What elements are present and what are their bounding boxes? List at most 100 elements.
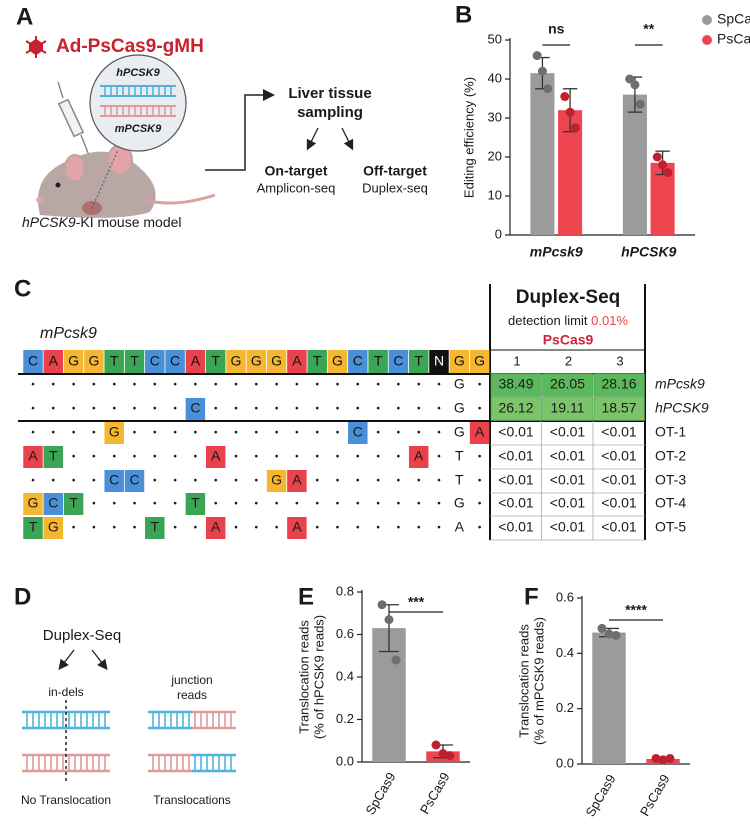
match-dot: • [173, 428, 177, 439]
y-axis-label: Editing efficiency (%) [461, 77, 476, 198]
match-dot: • [437, 452, 441, 463]
row-label: OT-5 [655, 519, 686, 535]
match-dot: • [336, 499, 340, 510]
model-caption: hPCSK9-KI mouse model [22, 214, 182, 230]
table-value: <0.01 [550, 519, 586, 535]
table-value: <0.01 [550, 472, 586, 488]
match-dot: • [153, 428, 157, 439]
match-dot: • [376, 523, 380, 534]
match-dot: • [173, 476, 177, 487]
table-value: 26.05 [550, 376, 585, 392]
reference-base: T [211, 353, 220, 369]
row-base: T [29, 519, 38, 535]
match-dot: • [275, 523, 279, 534]
data-point [377, 600, 387, 610]
legend-swatch [702, 35, 712, 45]
match-dot: • [112, 499, 116, 510]
panel-letter: B [455, 1, 472, 28]
match-dot: • [52, 404, 56, 415]
legend-label: SpCas9 [717, 11, 750, 27]
mouse-illustration [36, 144, 216, 218]
base-tile [23, 350, 43, 373]
x-tick-label: mPcsk9 [530, 244, 583, 260]
match-dot: • [315, 404, 319, 415]
y-tick-label: 0.6 [336, 626, 354, 641]
mismatch-tile [43, 517, 64, 539]
match-dot: • [112, 404, 116, 415]
match-dot: • [255, 404, 259, 415]
table-value: <0.01 [601, 448, 637, 464]
base-tile [205, 350, 226, 373]
match-dot: • [92, 452, 96, 463]
match-dot: • [315, 380, 319, 391]
panel-c: mPcsk9 Duplex-Seq detection limit 0.01% … [40, 284, 646, 540]
x-tick-label: SpCas9 [582, 772, 618, 820]
value-cell [490, 373, 542, 397]
match-dot: • [255, 452, 259, 463]
mismatch-tile [104, 422, 124, 444]
match-dot: • [214, 476, 218, 487]
reference-base: A [292, 353, 302, 369]
reference-base: C [353, 353, 363, 369]
panel-letter: E [298, 583, 314, 610]
mismatch-tile [205, 446, 226, 468]
row-base: C [190, 400, 200, 416]
dna-right [148, 710, 236, 773]
match-dot: • [52, 476, 56, 487]
reference-base: T [414, 353, 423, 369]
match-dot: • [31, 380, 35, 391]
match-dot: • [72, 452, 76, 463]
row-base: G [454, 495, 465, 511]
match-dot: • [112, 380, 116, 391]
row-label: OT-2 [655, 448, 686, 464]
reference-base: G [454, 353, 465, 369]
match-dot: • [397, 499, 401, 510]
significance-label: *** [408, 594, 425, 610]
base-tile [145, 350, 165, 373]
match-dot: • [478, 452, 482, 463]
match-dot: • [234, 380, 238, 391]
row-base: G [454, 400, 465, 416]
match-dot: • [315, 452, 319, 463]
y-tick-label: 40 [488, 70, 502, 85]
reference-base: G [271, 353, 282, 369]
arrow [341, 127, 354, 151]
reference-base: G [474, 353, 485, 369]
arrow [58, 649, 75, 671]
data-point [565, 107, 575, 117]
data-point [665, 753, 675, 763]
right-label: junction [170, 673, 212, 687]
match-dot: • [295, 428, 299, 439]
model-text: -KI mouse model [76, 214, 182, 230]
match-dot: • [234, 476, 238, 487]
row-base: C [353, 424, 363, 440]
row-base: A [28, 448, 38, 464]
row-base: C [109, 472, 119, 488]
match-dot: • [478, 476, 482, 487]
mismatch-tile [185, 398, 206, 420]
data-point [445, 751, 455, 761]
match-dot: • [275, 499, 279, 510]
match-dot: • [478, 499, 482, 510]
bar [530, 73, 555, 236]
match-dot: • [376, 380, 380, 391]
match-dot: • [478, 380, 482, 391]
base-tile [327, 350, 348, 373]
match-dot: • [153, 476, 157, 487]
match-dot: • [397, 404, 401, 415]
bar [622, 94, 647, 235]
match-dot: • [194, 380, 198, 391]
x-tick-label: PsCas9 [417, 770, 453, 817]
y-tick-label: 0 [495, 226, 502, 241]
match-dot: • [417, 380, 421, 391]
column-header: 2 [565, 353, 572, 368]
match-dot: • [376, 476, 380, 487]
table-value: <0.01 [498, 495, 534, 511]
match-dot: • [376, 404, 380, 415]
match-dot: • [173, 380, 177, 391]
data-point [652, 152, 662, 162]
y-tick-label: 0.8 [336, 583, 354, 598]
reference-base: G [68, 353, 79, 369]
base-tile [63, 350, 84, 373]
mismatch-tile [63, 493, 84, 515]
